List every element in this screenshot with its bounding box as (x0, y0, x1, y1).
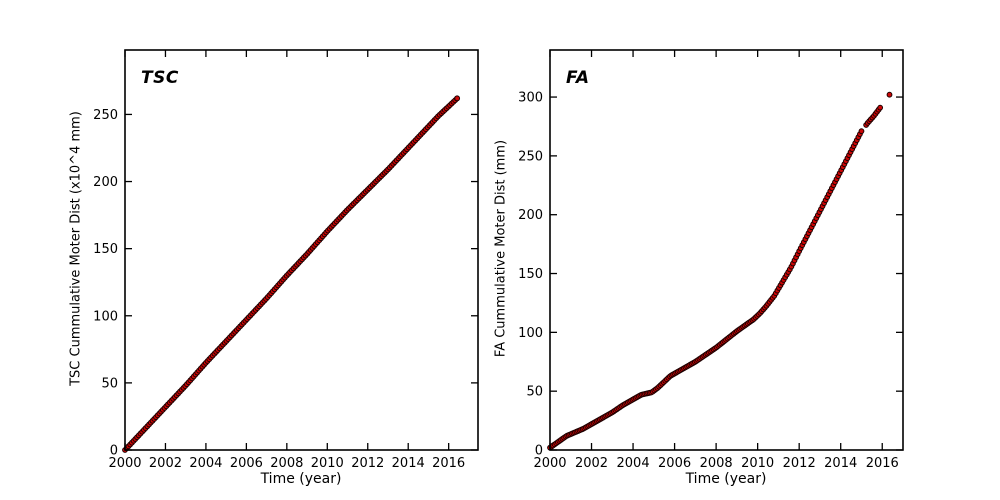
x-tick-label: 2010 (741, 456, 774, 471)
fa-y-axis-label: FA Cummulative Moter Dist (mm) (493, 139, 509, 358)
y-tick-label: 150 (518, 267, 543, 282)
y-tick-label: 0 (535, 444, 543, 459)
x-tick-label: 2016 (866, 456, 899, 471)
fa-ticks (549, 50, 903, 451)
x-tick-label: 2008 (700, 456, 733, 471)
x-tick-label: 2002 (149, 456, 182, 471)
data-point (877, 104, 884, 111)
x-tick-label: 2000 (533, 456, 566, 471)
x-tick-label: 2002 (575, 456, 608, 471)
tsc-ticks (124, 50, 478, 451)
tsc-data-points (122, 95, 461, 453)
y-tick-label: 150 (93, 242, 118, 257)
x-tick-label: 2014 (392, 456, 425, 471)
data-point (454, 95, 461, 102)
x-tick-label: 2006 (658, 456, 691, 471)
x-tick-label: 2006 (230, 456, 263, 471)
y-tick-label: 250 (93, 108, 118, 123)
tsc-plot-title: TSC (141, 68, 179, 88)
fa-axes-frame (549, 49, 904, 451)
data-point (886, 91, 893, 98)
y-tick-label: 0 (110, 444, 118, 459)
fa-x-axis-label: Time (year) (685, 471, 767, 487)
data-point (858, 128, 865, 135)
x-tick-label: 2014 (824, 456, 857, 471)
y-tick-label: 200 (518, 208, 543, 223)
x-tick-label: 2000 (108, 456, 141, 471)
y-tick-label: 250 (518, 149, 543, 164)
x-tick-label: 2016 (432, 456, 465, 471)
y-tick-label: 100 (518, 326, 543, 341)
tsc-axes-frame (124, 49, 479, 451)
x-tick-label: 2004 (189, 456, 222, 471)
fa-data-points (547, 91, 893, 451)
tsc-tick-labels: 2000 2002 2004 2006 2008 2010 2012 2014 2016 0 50 1… (93, 108, 465, 471)
fa-plot-title: FA (566, 68, 590, 88)
tsc-x-axis-label: Time (year) (260, 471, 342, 487)
x-tick-label: 2004 (617, 456, 650, 471)
y-tick-label: 100 (93, 309, 118, 324)
x-tick-label: 2010 (311, 456, 344, 471)
y-tick-label: 50 (101, 376, 118, 391)
x-tick-label: 2008 (270, 456, 303, 471)
y-tick-label: 50 (526, 385, 543, 400)
x-tick-label: 2012 (351, 456, 384, 471)
tsc-y-axis-label: TSC Cummulative Moter Dist (x10^4 mm) (68, 111, 84, 386)
y-tick-label: 200 (93, 175, 118, 190)
y-tick-label: 300 (518, 91, 543, 106)
x-tick-label: 2012 (783, 456, 816, 471)
fa-tick-labels: 2000 2002 2004 2006 2008 2010 2012 2014 2016 0 50 1… (518, 91, 899, 471)
